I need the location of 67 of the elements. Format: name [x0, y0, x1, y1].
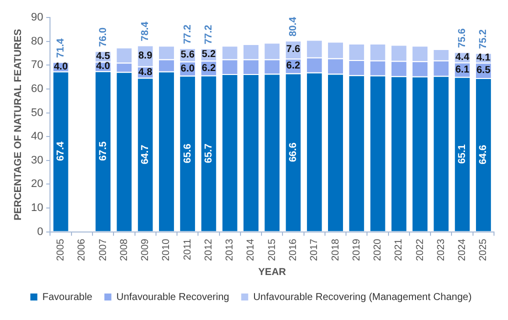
- data-label: 67.5: [98, 141, 109, 161]
- data-label: 6.1: [455, 64, 470, 76]
- x-tick-label: 2014: [246, 238, 257, 262]
- y-tick-label: 0: [37, 226, 44, 238]
- y-tick-label: 40: [30, 130, 44, 143]
- total-label: 71.4: [56, 38, 67, 58]
- data-label: 67.4: [56, 141, 67, 162]
- y-axis-title: PERCENTAGE OF NATURAL FEATURES: [12, 28, 24, 220]
- y-tick-label: 50: [30, 106, 44, 119]
- data-label: 6.5: [476, 65, 491, 76]
- data-label: 4.0: [96, 61, 110, 72]
- y-tick-label: 60: [30, 83, 44, 96]
- total-label: 80.4: [288, 16, 299, 36]
- legend-label: Favourable: [42, 292, 93, 303]
- x-tick-label: 2024: [457, 238, 468, 262]
- data-label: 4.0: [54, 61, 68, 72]
- total-label: 77.2: [203, 24, 214, 44]
- legend-label: Unfavourable Recovering: [116, 292, 230, 303]
- x-tick-label: 2019: [351, 238, 362, 262]
- data-label: 5.6: [180, 49, 195, 60]
- x-tick-label: 2018: [330, 238, 342, 262]
- data-label: 65.7: [203, 143, 214, 164]
- data-label: 4.8: [138, 66, 153, 78]
- x-tick-label: 2011: [182, 238, 194, 260]
- data-label: 65.6: [182, 143, 194, 164]
- total-label: 77.2: [182, 24, 194, 44]
- y-tick-label: 30: [30, 154, 44, 166]
- y-tick-label: 80: [30, 35, 44, 48]
- x-tick-label: 2022: [414, 238, 426, 262]
- x-tick-label: 2025: [478, 238, 490, 262]
- y-tick-label: 70: [30, 59, 44, 72]
- y-tick-label: 10: [30, 202, 44, 214]
- x-tick-label: 2021: [394, 238, 405, 262]
- x-axis-title: YEAR: [258, 266, 287, 278]
- data-label: 8.9: [138, 50, 153, 62]
- total-label: 75.6: [457, 28, 468, 48]
- legend-label: Unfavourable Recovering (Management Change): [253, 292, 472, 303]
- x-tick-label: 2005: [56, 238, 67, 262]
- x-tick-label: 2007: [98, 238, 109, 262]
- data-label: 66.6: [288, 142, 299, 162]
- x-tick-label: 2020: [372, 238, 384, 262]
- data-label: 5.2: [202, 49, 216, 60]
- data-label: 64.7: [140, 144, 152, 164]
- data-label: 4.1: [476, 52, 491, 64]
- x-tick-label: 2016: [288, 238, 299, 262]
- x-tick-label: 2012: [203, 238, 214, 262]
- x-tick-label: 2013: [224, 238, 236, 262]
- x-tick-label: 2015: [266, 238, 278, 262]
- x-tick-label: 2017: [309, 238, 320, 262]
- data-label: 6.2: [202, 62, 216, 74]
- data-label: 4.5: [96, 51, 110, 62]
- data-label: 65.1: [457, 144, 468, 164]
- x-tick-label: 2009: [140, 238, 152, 262]
- y-tick-label: 90: [30, 12, 44, 24]
- total-label: 76.0: [98, 27, 109, 47]
- total-label: 75.2: [478, 28, 490, 49]
- y-tick-label: 20: [30, 178, 44, 190]
- data-label: 6.0: [180, 63, 195, 74]
- total-label: 78.4: [140, 21, 152, 42]
- x-tick-label: 2010: [161, 238, 172, 262]
- data-label: 6.2: [286, 60, 301, 72]
- data-label: 64.6: [478, 144, 490, 164]
- data-label: 7.6: [286, 44, 301, 56]
- x-tick-label: 2006: [76, 238, 88, 262]
- x-tick-label: 2008: [118, 238, 130, 262]
- data-label: 4.4: [455, 52, 470, 63]
- x-tick-label: 2023: [436, 238, 447, 262]
